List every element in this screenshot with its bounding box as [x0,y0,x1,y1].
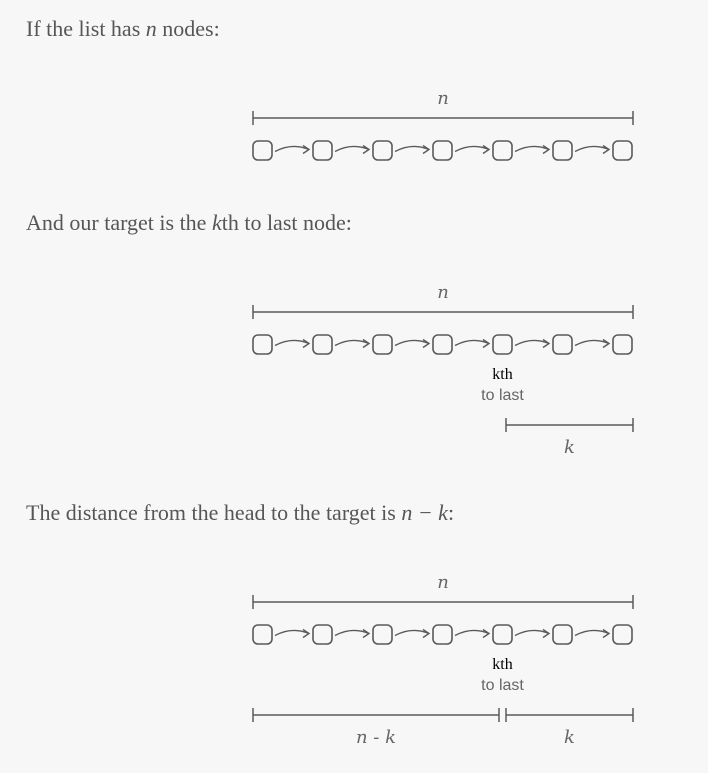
fig3-arrowhead-2 [362,628,371,639]
fig1-node-4 [432,140,453,161]
fig2-arrow-4 [454,339,490,347]
fig1-arrowhead-1 [302,144,311,155]
fig2-arrow-5 [514,339,550,347]
fig3-arrow-4 [454,629,490,637]
fig3-arrowhead-5 [542,628,551,639]
fig2-arrowhead-4 [482,338,491,349]
fig3-arrowhead-1 [302,628,311,639]
fig2-arrow-2 [334,339,370,347]
fig2-to-last-label: to last [481,387,524,404]
fig2-node-7 [612,334,633,355]
fig1-node-7 [612,140,633,161]
math-n: n [145,16,157,41]
fig2-arrow-6 [574,339,610,347]
fig2-arrowhead-6 [602,338,611,349]
fig1-arrowhead-4 [482,144,491,155]
target-sentence: And our target is the kth to last node: [26,210,352,235]
fig2-arrowhead-5 [542,338,551,349]
fig2-arrow-1 [274,339,310,347]
fig3-kth-label: kth [492,656,512,673]
fig1-arrowhead-2 [362,144,371,155]
fig2-kth-label: kth [492,366,512,383]
fig3-node-5 [492,624,513,645]
fig3-arrowhead-6 [602,628,611,639]
fig1-arrowhead-3 [422,144,431,155]
fig1-arrow-5 [514,145,550,153]
fig1-node-3 [372,140,393,161]
fig3-arrow-3 [394,629,430,637]
fig1-node-6 [552,140,573,161]
fig2-arrow-3 [394,339,430,347]
fig3-n-label: n [437,572,449,593]
fig1-n-label: n [437,88,449,109]
fig3-arrow-6 [574,629,610,637]
fig2-arrowhead-3 [422,338,431,349]
fig2-node-4 [432,334,453,355]
distance-sentence: The distance from the head to the target… [26,500,455,525]
fig3-node-6 [552,624,573,645]
fig1-node-5 [492,140,513,161]
fig3-n-minus-k-label: n - k [356,727,396,748]
intro-sentence: If the list has n nodes: [26,16,220,41]
fig2-node-5 [492,334,513,355]
fig3-arrow-5 [514,629,550,637]
fig1-arrowhead-6 [602,144,611,155]
fig3-node-1 [252,624,273,645]
fig3-arrowhead-3 [422,628,431,639]
fig3-arrowhead-4 [482,628,491,639]
fig3-arrow-2 [334,629,370,637]
fig3-k-label: k [564,727,575,748]
math-n-minus-k: n − k [401,500,448,525]
fig1-arrowhead-5 [542,144,551,155]
fig1-node-1 [252,140,273,161]
fig1-arrow-1 [274,145,310,153]
fig2-node-6 [552,334,573,355]
fig2-n-label: n [437,282,449,303]
fig2-arrowhead-2 [362,338,371,349]
fig2-k-label: k [564,437,575,458]
fig2-arrowhead-1 [302,338,311,349]
fig1-arrow-3 [394,145,430,153]
fig3-node-3 [372,624,393,645]
fig3-to-last-label: to last [481,677,524,694]
fig3-node-4 [432,624,453,645]
fig2-node-2 [312,334,333,355]
fig1-node-2 [312,140,333,161]
fig2-node-1 [252,334,273,355]
fig1-arrow-2 [334,145,370,153]
fig3-node-7 [612,624,633,645]
fig3-node-2 [312,624,333,645]
fig3-arrow-1 [274,629,310,637]
fig2-node-3 [372,334,393,355]
fig1-arrow-4 [454,145,490,153]
math-k: k [211,210,222,235]
fig1-arrow-6 [574,145,610,153]
